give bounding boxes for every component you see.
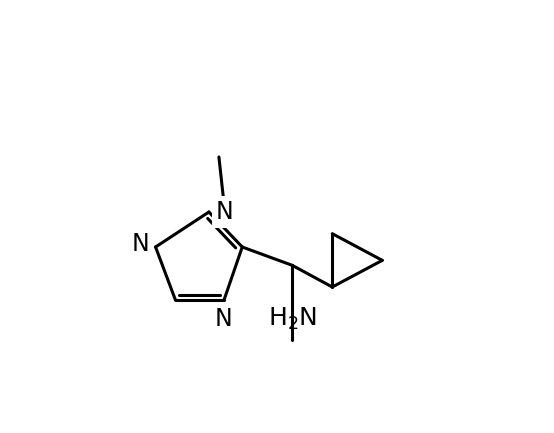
Text: H$_2$N: H$_2$N xyxy=(268,306,317,332)
Text: N: N xyxy=(132,232,150,255)
Text: N: N xyxy=(215,307,233,331)
Text: N: N xyxy=(216,200,234,224)
